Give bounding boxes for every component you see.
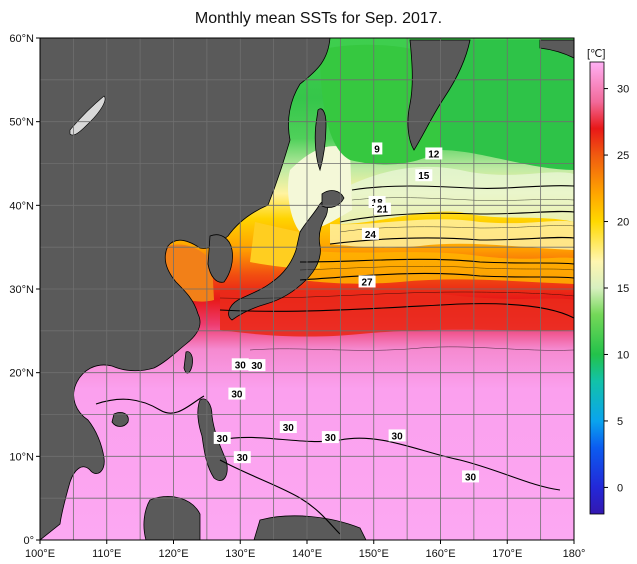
svg-text:27: 27 <box>362 277 374 288</box>
lat-tick-label: 20°N <box>9 368 34 380</box>
landmass-sakhalin <box>314 108 327 172</box>
contour-label: 30 <box>388 429 406 442</box>
lat-tick-label: 30°N <box>9 284 34 296</box>
lon-tick-label: 150°E <box>359 548 389 560</box>
contour-label: 30 <box>462 470 480 483</box>
landmass-hainan <box>111 412 129 427</box>
svg-text:24: 24 <box>365 230 377 241</box>
colorbar-tick-label: 0 <box>617 482 623 494</box>
lon-tick-label: 100°E <box>25 548 55 560</box>
lat-tick-label: 60°N <box>9 33 34 45</box>
svg-text:30: 30 <box>392 431 404 442</box>
island-light <box>69 95 106 136</box>
colorbar-tick-label: 25 <box>617 150 629 162</box>
lon-tick-label: 180° <box>563 548 586 560</box>
colorbar-tick-label: 20 <box>617 217 629 229</box>
lat-tick-label: 40°N <box>9 200 34 212</box>
colorbar-tick-label: 15 <box>617 283 629 295</box>
svg-text:9: 9 <box>374 144 380 155</box>
latitude-labels: 0° 10°N 20°N 30°N 40°N 50°N 60°N <box>9 33 40 547</box>
contour-label: 30 <box>231 358 249 371</box>
colorbar-scale <box>589 61 605 515</box>
contour-label: 30 <box>233 451 251 464</box>
lon-tick-label: 130°E <box>225 548 255 560</box>
lat-tick-label: 50°N <box>9 117 34 129</box>
map-title: Monthly mean SSTs for Sep. 2017. <box>194 10 443 27</box>
svg-text:30: 30 <box>251 361 263 372</box>
contour-label: 30 <box>213 431 231 445</box>
landmass-taiwan <box>183 351 193 374</box>
contour-label: 9 <box>371 142 383 155</box>
graticule <box>40 38 574 540</box>
svg-text:30: 30 <box>231 390 243 401</box>
colorbar-tick-label: 30 <box>617 84 629 96</box>
landmass-korea <box>207 234 233 283</box>
colorbar-unit: [℃] <box>587 48 605 60</box>
landmass-borneo <box>143 496 201 540</box>
svg-text:30: 30 <box>465 472 477 483</box>
contour-label: 30 <box>321 431 339 444</box>
lon-tick-label: 170°E <box>492 548 522 560</box>
svg-text:21: 21 <box>377 205 389 216</box>
contour-label: 21 <box>373 202 391 216</box>
longitude-labels: 100°E 110°E 120°E 130°E 140°E 150°E 160°E 170°E… <box>25 540 585 560</box>
lon-tick-label: 110°E <box>92 548 121 560</box>
landmass-new-guinea <box>253 515 367 540</box>
svg-text:30: 30 <box>325 433 337 444</box>
contour-labels: 9121518212427303030303030303030 <box>213 142 480 483</box>
svg-text:30: 30 <box>235 360 247 371</box>
lat-tick-label: 0° <box>23 535 34 547</box>
colorbar-tick-label: 5 <box>617 416 623 428</box>
colorbar-tick-label: 10 <box>617 349 629 361</box>
landmass-kamchatka <box>407 39 471 151</box>
landmass-philippines <box>197 398 228 481</box>
landmass-hokkaido <box>321 190 345 208</box>
contour-label: 30 <box>248 359 266 372</box>
contour-label: 30 <box>279 421 297 434</box>
svg-text:12: 12 <box>428 149 440 160</box>
contour-label: 24 <box>361 227 379 241</box>
colorbar: [℃] 0 5 10 15 20 25 30 <box>587 48 629 515</box>
lon-tick-label: 140°E <box>292 548 322 560</box>
svg-text:15: 15 <box>418 171 430 182</box>
contour-label: 30 <box>228 387 246 401</box>
contour-label: 27 <box>358 275 376 288</box>
contour-label: 15 <box>415 169 433 182</box>
lon-tick-label: 160°E <box>425 548 455 560</box>
svg-text:30: 30 <box>217 434 229 445</box>
lat-tick-label: 10°N <box>9 451 34 463</box>
svg-text:30: 30 <box>237 453 249 464</box>
contour-label: 12 <box>425 147 443 160</box>
svg-text:30: 30 <box>283 423 295 434</box>
lon-tick-label: 120°E <box>158 548 188 560</box>
colorbar-ticks: 0 5 10 15 20 25 30 <box>604 84 629 494</box>
